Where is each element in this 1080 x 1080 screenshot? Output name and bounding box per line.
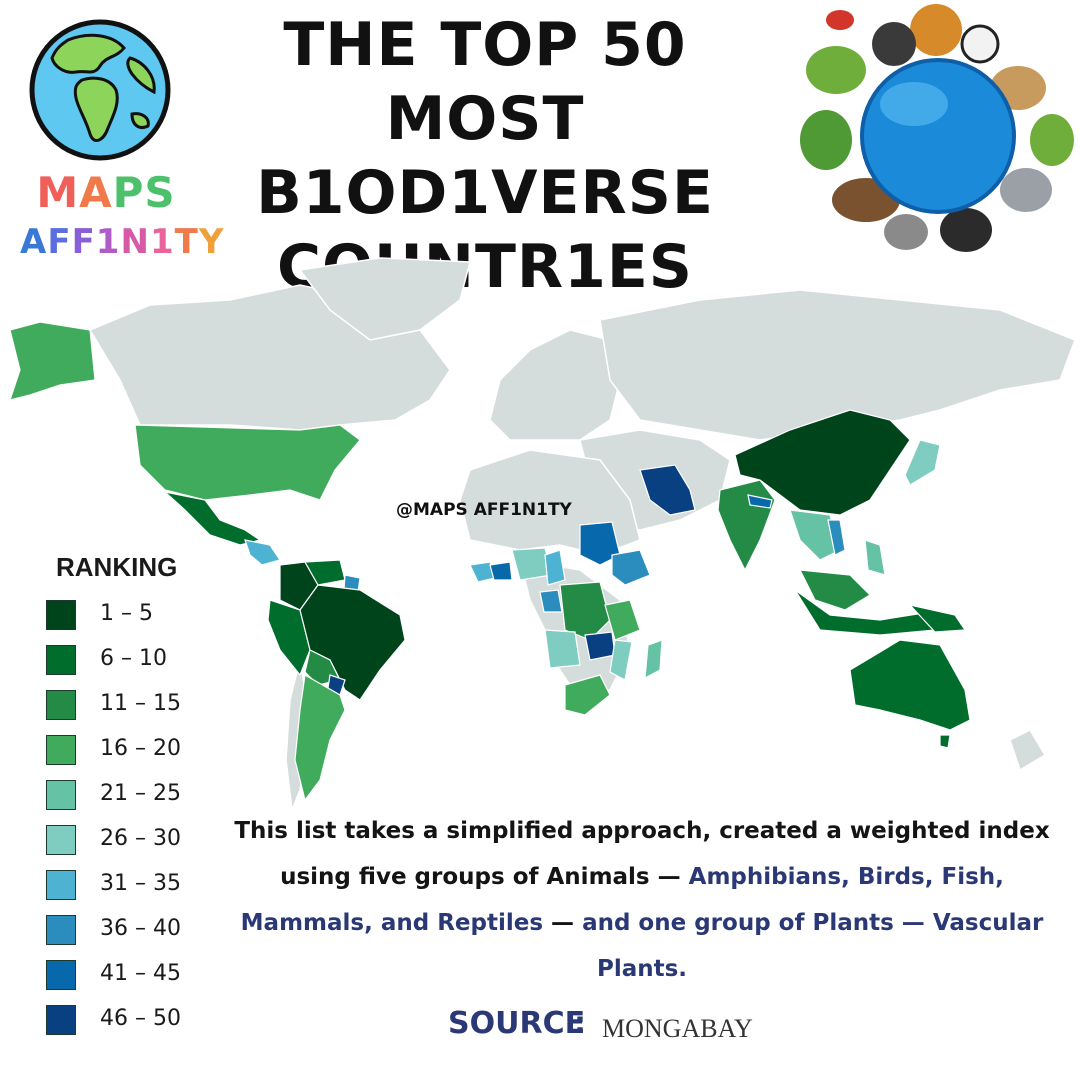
description-part: This list takes a simplified approach, c… — [234, 818, 1050, 890]
legend-label: 16 – 20 — [100, 736, 181, 761]
legend-label: 21 – 25 — [100, 781, 181, 806]
region-tanzania — [604, 599, 641, 641]
legend-swatch — [46, 1005, 76, 1035]
legend-item: 31 – 35 — [46, 870, 216, 900]
logo-letter: S — [144, 168, 176, 217]
legend-label: 6 – 10 — [100, 646, 167, 671]
region-cameroon — [544, 549, 566, 586]
legend-swatch — [46, 915, 76, 945]
legend-label: 46 – 50 — [100, 1006, 181, 1031]
region-ethiopia — [611, 549, 651, 586]
legend-swatch — [46, 960, 76, 990]
logo-maps-word: MAPS — [36, 168, 176, 217]
region-angola — [544, 629, 581, 669]
watermark: @MAPS AFF1N1TY — [396, 500, 572, 520]
region-central-america — [244, 539, 281, 566]
description-animal-groups: Amphibians, Birds, Fish, Mammals, and Re… — [240, 864, 1004, 936]
region-zambia — [584, 631, 616, 661]
logo-letter: M — [36, 168, 80, 217]
region-mozambique — [609, 639, 633, 681]
animal-globe-illustration — [800, 4, 1074, 252]
legend-label: 31 – 35 — [100, 871, 181, 896]
legend-label: 1 – 5 — [100, 601, 153, 626]
region-argentina — [294, 674, 346, 802]
logo-letter: A — [20, 222, 48, 262]
legend-label: 26 – 30 — [100, 826, 181, 851]
logo-letter: N — [120, 222, 150, 262]
region-iran — [639, 464, 696, 516]
legend-swatch — [46, 690, 76, 720]
region-madagascar — [644, 639, 663, 680]
world-map — [9, 257, 1076, 811]
legend-item: 1 – 5 — [46, 600, 216, 630]
legend-item: 11 – 15 — [46, 690, 216, 720]
logo-letter: 1 — [149, 222, 175, 262]
legend-label: 36 – 40 — [100, 916, 181, 941]
legend-label: 41 – 45 — [100, 961, 181, 986]
title-line-1: THE TOP 50 MOST — [283, 10, 687, 154]
region-philippines — [864, 539, 886, 576]
description-plant-group: and one group of Plants — Vascular Plant… — [582, 910, 1044, 982]
region-australia — [849, 639, 971, 731]
description-text: This list takes a simplified approach, c… — [212, 808, 1072, 992]
region-ivory-coast — [489, 561, 513, 581]
legend-item: 16 – 20 — [46, 735, 216, 765]
logo-letter: T — [174, 222, 199, 262]
region-alaska — [9, 321, 96, 401]
region-usa — [134, 424, 361, 501]
source-row: SOURCE : MONGABAY — [448, 1006, 908, 1050]
logo-letter: F — [47, 222, 72, 262]
region-malaysia — [798, 569, 871, 611]
logo-letter: 1 — [95, 222, 121, 262]
source-name: MONGABAY — [602, 1014, 753, 1043]
region-papua — [908, 603, 967, 633]
region-europe — [489, 329, 621, 441]
region-russia — [599, 289, 1076, 441]
legend-item: 26 – 30 — [46, 825, 216, 855]
legend-swatch — [46, 825, 76, 855]
region-nepal — [747, 494, 773, 509]
region-new-zealand — [1009, 729, 1047, 772]
title-line-2: B1OD1VERSE — [256, 158, 714, 228]
logo-letter: F — [71, 222, 96, 262]
legend-swatch — [46, 780, 76, 810]
legend-title: RANKING — [56, 552, 178, 582]
legend-item: 46 – 50 — [46, 1005, 216, 1035]
globe-icon — [29, 19, 171, 161]
region-greenland — [298, 257, 471, 341]
legend-label: 11 – 15 — [100, 691, 181, 716]
region-japan — [904, 439, 941, 486]
legend-swatch — [46, 870, 76, 900]
legend-swatch — [46, 645, 76, 675]
legend-item: 41 – 45 — [46, 960, 216, 990]
region-sudan — [579, 521, 621, 566]
region-tasmania — [939, 734, 951, 749]
logo-letter: A — [79, 168, 113, 217]
legend-item: 6 – 10 — [46, 645, 216, 675]
legend-item: 21 – 25 — [46, 780, 216, 810]
description-part: — — [551, 910, 575, 936]
logo-letter: P — [112, 168, 145, 217]
region-drc — [559, 581, 611, 641]
region-gabon — [539, 589, 563, 613]
legend-swatch — [46, 600, 76, 630]
legend-swatch — [46, 735, 76, 765]
region-south-africa — [564, 674, 611, 716]
logo-affinity-word: AFF1N1TY — [20, 222, 223, 262]
region-mainland-se-asia — [789, 509, 841, 561]
source-label: SOURCE — [448, 1006, 586, 1041]
region-brazil — [299, 584, 406, 701]
logo-letter: Y — [198, 222, 225, 262]
region-vietnam — [827, 519, 846, 556]
region-india — [717, 479, 776, 572]
source-colon: : — [574, 1006, 586, 1041]
region-china — [734, 409, 911, 516]
legend-item: 36 – 40 — [46, 915, 216, 945]
region-mexico — [162, 490, 262, 546]
